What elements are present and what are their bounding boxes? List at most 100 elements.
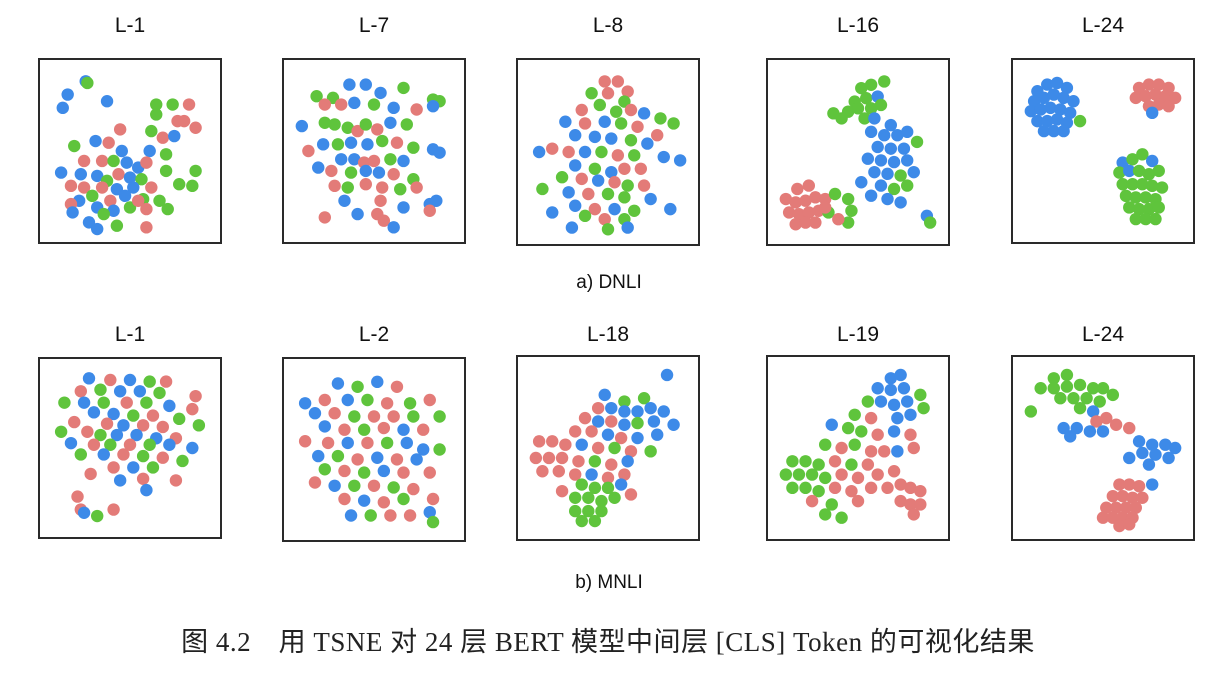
scatter-point-green: [1119, 189, 1133, 203]
scatter-point-blue: [1060, 81, 1074, 95]
scatter-point-red: [84, 467, 97, 481]
scatter-point-red: [1109, 501, 1123, 514]
scatter-point-blue: [384, 116, 397, 129]
scatter-point-green: [407, 410, 420, 423]
scatter-point-green: [593, 98, 606, 112]
scatter-point-red: [423, 204, 436, 217]
scatter-point-blue: [855, 176, 868, 189]
scatter-point-blue: [588, 130, 602, 144]
scatter-point-green: [166, 98, 179, 111]
scatter-point-blue: [591, 174, 605, 187]
scatter-point-blue: [77, 506, 91, 519]
scatter-point-green: [887, 182, 901, 196]
scatter-point-red: [136, 419, 150, 432]
scatter-point-red: [156, 451, 169, 464]
scatter-plot: [779, 368, 930, 524]
scatter-point-blue: [1116, 156, 1129, 169]
scatter-point-blue: [344, 136, 358, 149]
scatter-point-blue: [77, 396, 91, 409]
scatter-point-green: [578, 209, 592, 223]
scatter-point-blue: [575, 438, 588, 451]
scatter-point-red: [338, 423, 351, 436]
scatter-point-red: [904, 481, 917, 495]
scatter-point-blue: [641, 137, 654, 150]
scatter-point-blue: [341, 393, 354, 407]
scatter-point-red: [376, 181, 389, 194]
scatter-point-blue: [387, 101, 400, 115]
scatter-point-blue: [82, 216, 96, 229]
scatter-point-green: [1132, 202, 1146, 216]
scatter-point-blue: [359, 164, 372, 178]
scatter-point-green: [588, 481, 602, 495]
scatter-point-blue: [585, 468, 598, 481]
scatter-point-blue: [123, 373, 137, 387]
scatter-point-blue: [1057, 91, 1070, 105]
scatter-point-red: [1162, 99, 1175, 113]
scatter-point-green: [1142, 202, 1156, 216]
scatter-point-green: [819, 471, 832, 485]
scatter-point-blue: [91, 169, 104, 183]
scatter-point-red: [559, 438, 572, 451]
scatter-point-blue: [897, 142, 911, 155]
scatter-point-red: [328, 179, 341, 193]
scatter-point-green: [588, 162, 602, 175]
scatter-point-blue: [343, 78, 356, 91]
scatter-point-red: [318, 393, 331, 407]
scatter-point-green: [97, 396, 110, 409]
scatter-point-blue: [559, 115, 572, 128]
scatter-point-red: [1123, 478, 1136, 491]
scatter-point-red: [87, 438, 101, 451]
scatter-point-green: [628, 204, 641, 217]
scatter-point-green: [1152, 201, 1165, 214]
scatter-point-blue: [569, 199, 582, 212]
scatter-point-blue: [117, 419, 130, 432]
scatter-point-green: [595, 145, 608, 159]
scatter-point-blue: [1146, 438, 1159, 451]
scatter-point-red: [562, 145, 575, 159]
scatter-point-red: [845, 484, 858, 498]
scatter-point-green: [136, 449, 150, 463]
scatter-point-red: [782, 206, 796, 219]
scatter-point-red: [631, 120, 644, 133]
scatter-plot: [295, 78, 446, 234]
scatter-point-green: [601, 481, 615, 495]
scatter-point-blue: [631, 431, 644, 445]
scatter-point-red: [1168, 91, 1182, 105]
scatter-point-green: [779, 468, 793, 481]
scatter-point-green: [819, 438, 832, 451]
scatter-point-green: [1096, 382, 1110, 395]
scatter-point-red: [81, 425, 94, 438]
scatter-point-blue: [426, 99, 440, 113]
scatter-point-red: [140, 221, 153, 234]
scatter-point-blue: [897, 382, 911, 395]
scatter-point-green: [1034, 382, 1047, 395]
scatter-point-red: [1159, 90, 1172, 103]
scatter-point-red: [851, 494, 865, 508]
scatter-point-red: [805, 494, 819, 508]
scatter-point-green: [845, 204, 858, 217]
scatter-point-red: [792, 207, 806, 221]
scatter-point-blue: [864, 125, 878, 139]
scatter-point-red: [624, 103, 638, 117]
scatter-point-blue: [1047, 88, 1060, 101]
scatter-point-green: [1129, 191, 1142, 204]
scatter-point-red: [864, 481, 878, 495]
scatter-point-blue: [598, 115, 611, 128]
scatter-point-red: [542, 451, 556, 465]
scatter-point-red: [1132, 479, 1146, 493]
scatter-point-blue: [660, 368, 674, 382]
scatter-point-green: [588, 455, 602, 468]
scatter-point-green: [812, 458, 825, 471]
scatter-point-blue: [168, 129, 181, 143]
scatter-point-green: [146, 461, 160, 474]
scatter-point-green: [376, 134, 389, 148]
scatter-point-blue: [1031, 114, 1044, 128]
scatter-point-red: [156, 131, 169, 144]
scatter-point-green: [68, 139, 81, 153]
scatter-point-green: [608, 441, 621, 455]
scatter-point-blue: [397, 154, 410, 168]
scatter-point-blue: [621, 455, 634, 468]
scatter-point-red: [1100, 501, 1113, 514]
scatter-point-blue: [1159, 438, 1172, 451]
scatter-point-red: [914, 484, 927, 498]
